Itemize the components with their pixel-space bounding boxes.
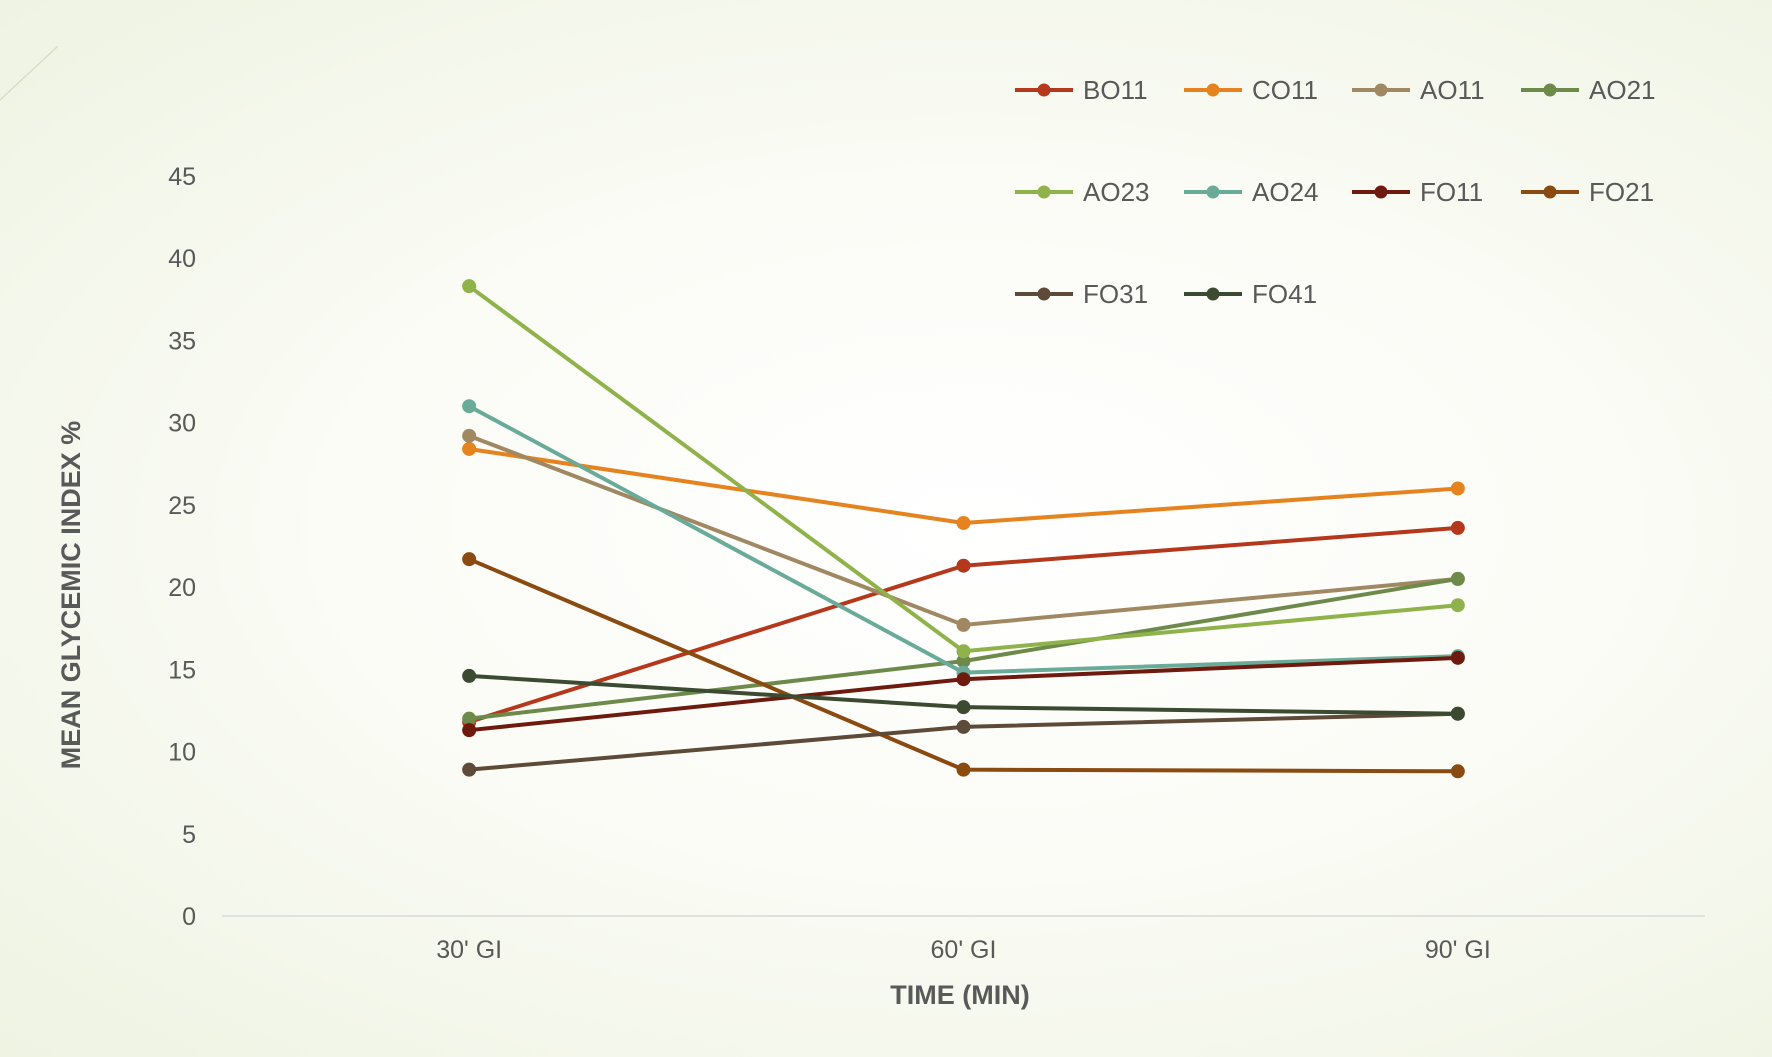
x-tick-label: 90' GI — [1425, 936, 1491, 964]
legend-marker — [1374, 185, 1388, 199]
legend-label: AO21 — [1589, 75, 1656, 105]
legend: BO11 CO11 AO11 AO21 AO23 AO24 FO11 FO21 FO31 FO41 — [1015, 75, 1656, 309]
legend-item: BO11 — [1015, 75, 1148, 105]
y-tick-label: 45 — [168, 163, 196, 191]
data-point — [462, 711, 477, 726]
legend-marker — [1206, 287, 1220, 301]
legend-label: CO11 — [1252, 75, 1318, 105]
data-point — [462, 552, 477, 567]
legend-item: AO11 — [1352, 75, 1485, 105]
data-point — [462, 723, 477, 738]
y-tick-label: 30 — [168, 410, 196, 438]
data-point — [1450, 481, 1465, 496]
data-point — [1450, 598, 1465, 613]
series-fo11 — [462, 650, 1465, 738]
legend-label: FO11 — [1420, 177, 1483, 207]
data-point — [462, 762, 477, 777]
y-tick-label: 20 — [168, 574, 196, 602]
series-ao23 — [462, 279, 1465, 659]
legend-label: FO41 — [1252, 279, 1317, 309]
legend-label: AO24 — [1252, 177, 1319, 207]
legend-label: AO11 — [1420, 75, 1485, 105]
data-point — [956, 654, 971, 669]
series-co11 — [462, 441, 1465, 530]
data-point — [956, 719, 971, 734]
axes: 0 5 10 15 20 25 30 35 40 45 30' GI 60' GI 90' GI — [168, 163, 1705, 964]
data-point — [956, 617, 971, 632]
data-point — [1450, 764, 1465, 779]
y-tick-label: 0 — [182, 903, 196, 931]
data-point — [462, 441, 477, 456]
series-line — [467, 284, 1460, 654]
data-point — [1450, 650, 1465, 665]
legend-marker — [1037, 185, 1051, 199]
data-point — [462, 428, 477, 443]
data-point — [1450, 571, 1465, 586]
y-tick-label: 5 — [182, 821, 196, 849]
data-point — [462, 668, 477, 683]
y-tick-label: 15 — [168, 656, 196, 684]
legend-label: FO31 — [1083, 279, 1148, 309]
x-axis-title: TIME (MIN) — [890, 980, 1029, 1010]
series-line — [467, 433, 1460, 627]
data-point — [956, 762, 971, 777]
x-tick-label: 30' GI — [436, 936, 502, 964]
legend-marker — [1037, 287, 1051, 301]
plot-area — [462, 279, 1465, 779]
data-point — [956, 558, 971, 573]
data-point — [1450, 706, 1465, 721]
legend-marker — [1374, 83, 1388, 97]
legend-marker — [1037, 83, 1051, 97]
data-point — [956, 515, 971, 530]
data-point — [956, 700, 971, 715]
legend-label: AO23 — [1083, 177, 1150, 207]
legend-item: FO11 — [1352, 177, 1483, 207]
legend-item: FO41 — [1184, 279, 1317, 309]
legend-item: FO21 — [1521, 177, 1654, 207]
series-ao21 — [462, 571, 1465, 726]
legend-item: FO31 — [1015, 279, 1148, 309]
legend-marker — [1543, 83, 1557, 97]
data-point — [462, 399, 477, 414]
legend-item: AO24 — [1184, 177, 1319, 207]
data-point — [956, 672, 971, 687]
legend-marker — [1543, 185, 1557, 199]
data-point — [462, 279, 477, 294]
data-point — [956, 644, 971, 659]
y-axis-title: MEAN GLYCEMIC INDEX % — [56, 421, 86, 770]
series-fo21 — [462, 552, 1465, 779]
legend-marker — [1206, 83, 1220, 97]
legend-label: FO21 — [1589, 177, 1654, 207]
legend-item: AO23 — [1015, 177, 1150, 207]
y-tick-label: 10 — [168, 739, 196, 767]
legend-marker — [1206, 185, 1220, 199]
data-point — [1450, 520, 1465, 535]
y-tick-label: 25 — [168, 492, 196, 520]
legend-label: BO11 — [1083, 75, 1148, 105]
y-tick-label: 40 — [168, 245, 196, 273]
legend-item: CO11 — [1184, 75, 1318, 105]
legend-item: AO21 — [1521, 75, 1656, 105]
series-fo41 — [462, 668, 1465, 721]
corner-decoration — [0, 45, 59, 101]
y-tick-label: 35 — [168, 327, 196, 355]
x-tick-label: 60' GI — [931, 936, 997, 964]
